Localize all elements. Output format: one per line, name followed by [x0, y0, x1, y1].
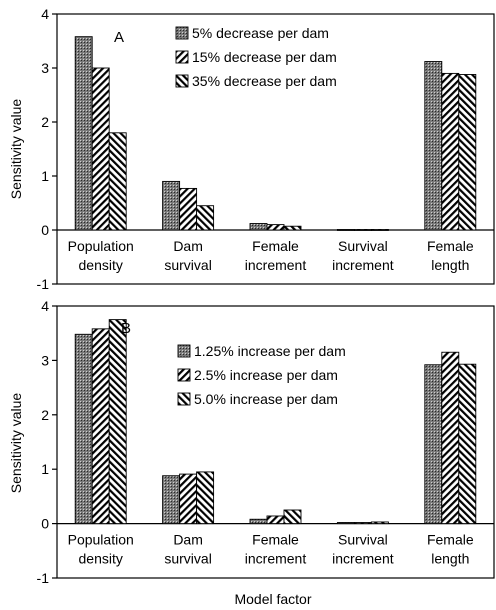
bar [196, 205, 215, 231]
bar [249, 223, 268, 231]
y-tick-label: 0 [41, 222, 49, 238]
category-label: Female [427, 532, 474, 548]
y-tick-label: 1 [41, 168, 49, 184]
category-label: Female [427, 238, 474, 254]
bar [74, 333, 93, 525]
bar [283, 225, 302, 231]
bar [336, 522, 355, 525]
bar [353, 522, 372, 525]
bar [441, 351, 460, 525]
bar [424, 61, 443, 231]
legend-swatch [175, 74, 189, 88]
bar [283, 509, 302, 525]
bar [108, 132, 127, 231]
category-label: Population [68, 532, 134, 548]
category-label: length [431, 551, 469, 567]
bar [370, 229, 389, 231]
bar [91, 328, 110, 525]
bar [108, 319, 127, 525]
y-tick-label: 1 [41, 461, 49, 477]
legend-label: 35% decrease per dam [192, 73, 337, 89]
legend-label: 15% decrease per dam [192, 49, 337, 65]
chart-panel-a: -1 0 1 2 3 4 Population density Dam survival Femal… [37, 6, 495, 292]
bar [266, 515, 285, 525]
legend-label: 1.25% increase per dam [194, 343, 346, 359]
legend-label: 2.5% increase per dam [194, 367, 338, 383]
legend-swatch [177, 344, 191, 358]
bar [179, 473, 198, 525]
y-tick-label: 0 [41, 516, 49, 532]
category-label: length [431, 257, 469, 273]
category-label: Survival [338, 532, 388, 548]
legend-label: 5% decrease per dam [192, 25, 329, 41]
category-label: survival [164, 257, 211, 273]
category-label: density [79, 551, 123, 567]
bar [370, 521, 389, 525]
y-tick-label: 2 [41, 407, 49, 423]
category-label: increment [245, 551, 307, 567]
bar [353, 229, 372, 231]
y-tick-label: 4 [41, 6, 49, 22]
legend-swatch [177, 368, 191, 382]
y-tick-label: 2 [41, 114, 49, 130]
y-tick-label: 3 [41, 352, 49, 368]
category-label: increment [245, 257, 307, 273]
x-axis-title: Model factor [234, 591, 311, 607]
bar [162, 475, 181, 525]
bar [91, 67, 110, 231]
y-tick-label: -1 [37, 276, 50, 292]
bar [458, 363, 477, 525]
bar [424, 364, 443, 525]
bar [249, 518, 268, 525]
category-label: survival [164, 551, 211, 567]
category-label: Survival [338, 238, 388, 254]
bar [196, 471, 215, 525]
legend-swatch [175, 50, 189, 64]
y-tick-label: 3 [41, 60, 49, 76]
panel-letter: B [121, 320, 131, 337]
y-axis-title-panel-b: Sensitivity value [8, 393, 24, 494]
category-label: Dam [173, 238, 203, 254]
legend-swatch [177, 392, 191, 406]
bar [458, 74, 477, 231]
category-label: Dam [173, 532, 203, 548]
legend-swatch [175, 26, 189, 40]
y-tick-label: 4 [41, 298, 49, 314]
bar [441, 72, 460, 231]
legend-label: 5.0% increase per dam [194, 391, 338, 407]
y-axis-title-panel-a: Sensitivity value [8, 99, 24, 200]
category-label: density [79, 257, 123, 273]
chart-panel-b: -1 0 1 2 3 4 Population density Dam survival Femal… [37, 298, 495, 586]
bar [179, 187, 198, 231]
panel-letter: A [114, 29, 124, 46]
category-label: increment [332, 551, 394, 567]
category-label: Population [68, 238, 134, 254]
bar [336, 229, 355, 231]
category-label: increment [332, 257, 394, 273]
y-tick-label: -1 [37, 570, 50, 586]
category-label: Female [252, 532, 299, 548]
plot-frame [56, 305, 495, 579]
bar [266, 224, 285, 231]
plot-frame [56, 13, 495, 285]
bar [74, 36, 93, 231]
category-label: Female [252, 238, 299, 254]
bar [162, 180, 181, 231]
